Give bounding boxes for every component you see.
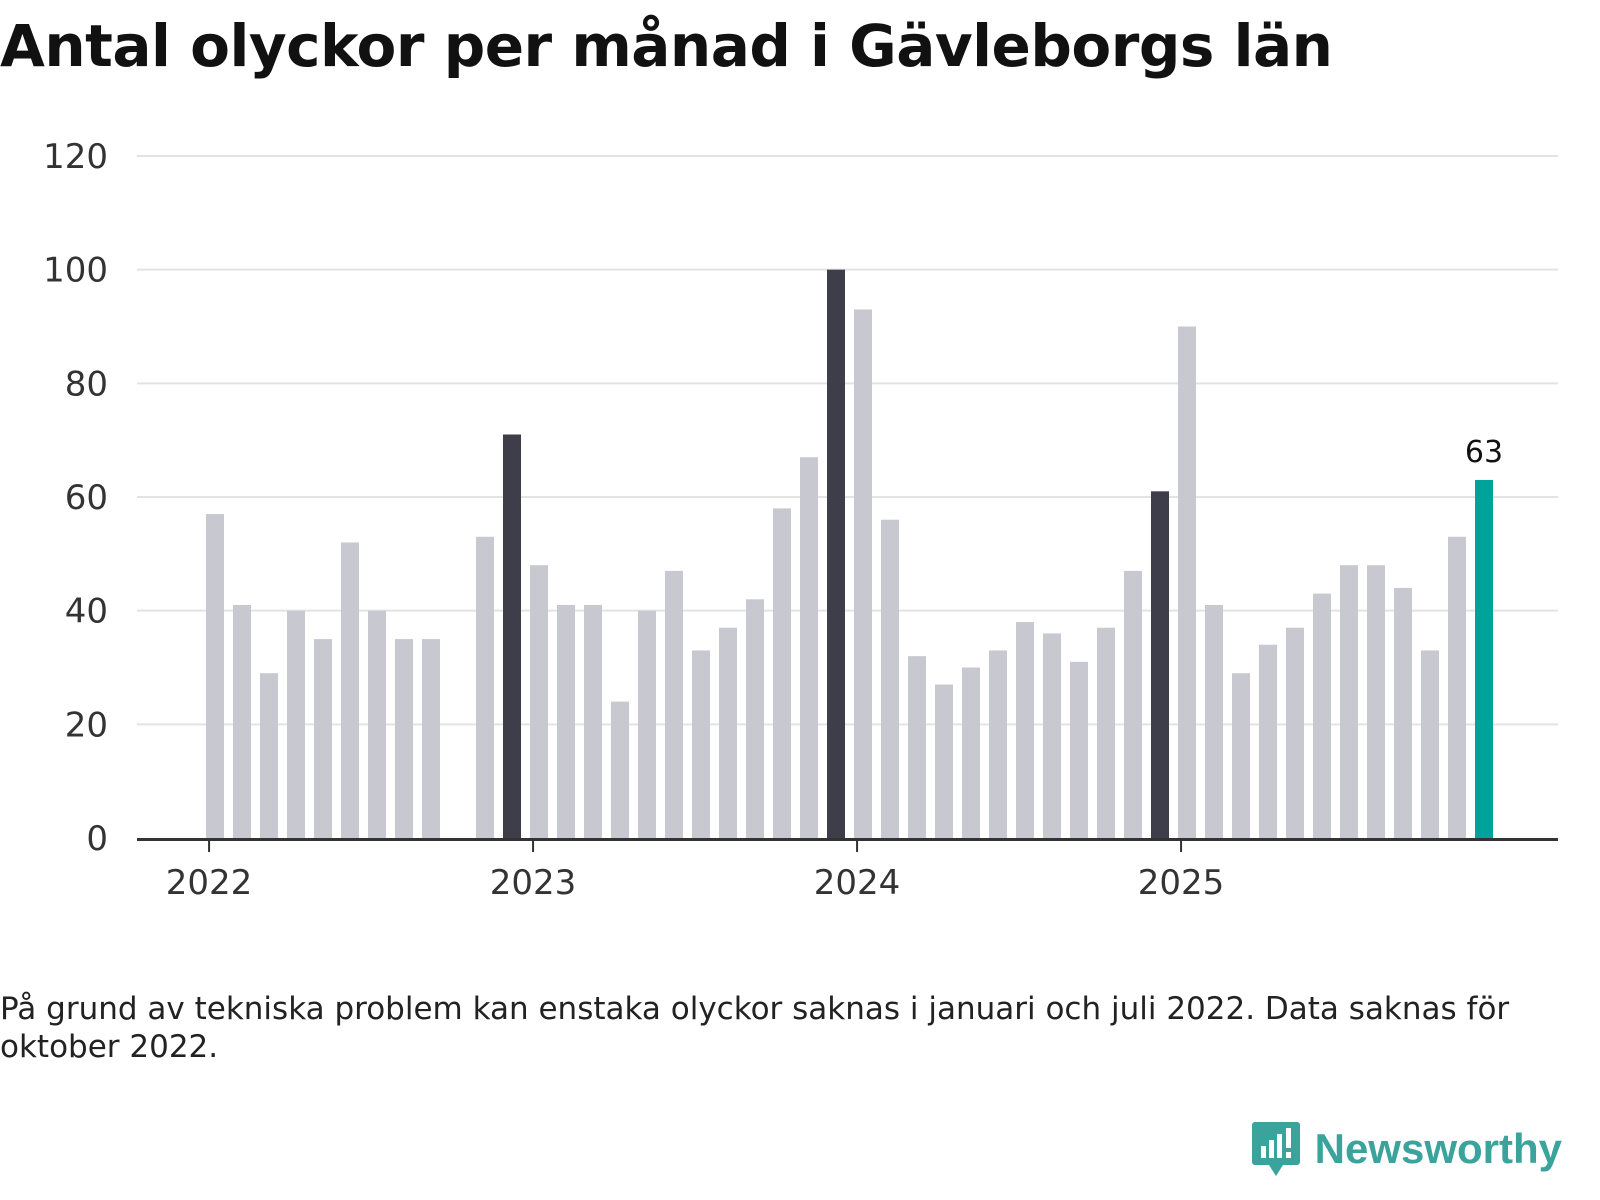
bar-2024-04 [935,684,953,838]
bar-2024-02 [881,519,899,838]
bar-2022-02 [233,604,251,838]
bar-2022-12 [503,434,521,838]
bar-chart: 0 20 40 60 80 100 120 63 2022 2023 2024 2025 [43,137,1558,903]
chart-title: Antal olyckor per månad i Gävleborgs län [0,12,1333,80]
bar-2022-07 [368,610,386,838]
bar-2024-01 [854,309,872,838]
bar-2023-03 [584,604,602,838]
bar-2025-10 [1421,650,1439,838]
footnote: På grund av tekniska problem kan enstaka… [0,991,1510,1065]
data-labels: 63 [1465,435,1503,470]
bar-2025-12 [1475,479,1493,838]
bar-2025-06 [1313,593,1331,838]
bar-2023-06 [665,570,683,838]
bar-2022-06 [341,542,359,838]
y-tick-label: 0 [86,819,108,859]
bar-2025-03 [1232,673,1250,838]
bar-2023-12 [827,269,845,838]
y-axis-ticks: 0 20 40 60 80 100 120 [43,137,108,859]
x-tick-label: 2022 [166,863,253,903]
bar-2023-08 [719,627,737,838]
bar-2023-10 [773,508,791,838]
y-tick-label: 120 [43,137,108,177]
bar-2024-05 [962,667,980,838]
bar-2023-05 [638,610,656,838]
bars [206,269,1493,838]
bar-2022-03 [260,673,278,838]
y-tick-label: 100 [43,251,108,291]
bar-2023-04 [611,701,629,838]
x-tick-label: 2024 [814,863,901,903]
bar-2025-09 [1394,587,1412,838]
bar-2023-11 [800,457,818,838]
bar-2025-11 [1448,536,1466,838]
y-tick-label: 80 [65,364,108,404]
bar-2023-01 [530,565,548,838]
x-axis: 2022 2023 2024 2025 [137,838,1558,903]
brand-name: Newsworthy [1314,1125,1562,1172]
bar-2025-01 [1178,326,1196,838]
bar-2022-08 [395,639,413,838]
data-label-latest: 63 [1465,435,1503,470]
bar-2024-11 [1124,570,1142,838]
bar-2023-07 [692,650,710,838]
bar-2024-07 [1016,622,1034,838]
bar-2022-05 [314,639,332,838]
bar-2023-09 [746,599,764,838]
bar-2025-04 [1259,644,1277,838]
bar-2025-05 [1286,627,1304,838]
bar-2024-10 [1097,627,1115,838]
bar-2025-07 [1340,565,1358,838]
bar-2024-09 [1070,661,1088,838]
y-tick-label: 40 [65,592,108,632]
bar-2022-01 [206,514,224,838]
bar-2024-03 [908,656,926,838]
x-tick-label: 2023 [490,863,577,903]
bar-2022-11 [476,536,494,838]
bar-2025-02 [1205,604,1223,838]
y-tick-label: 60 [65,478,108,518]
bar-2023-02 [557,604,575,838]
bar-2022-09 [422,639,440,838]
bar-2024-08 [1043,633,1061,838]
newsworthy-logo-icon [1251,1122,1300,1176]
bar-2025-08 [1367,565,1385,838]
newsworthy-logo[interactable]: Newsworthy [1251,1120,1562,1178]
bar-2024-06 [989,650,1007,838]
bar-2022-04 [287,610,305,838]
x-tick-label: 2025 [1138,863,1225,903]
y-tick-label: 20 [65,705,108,745]
bar-2024-12 [1151,491,1169,838]
